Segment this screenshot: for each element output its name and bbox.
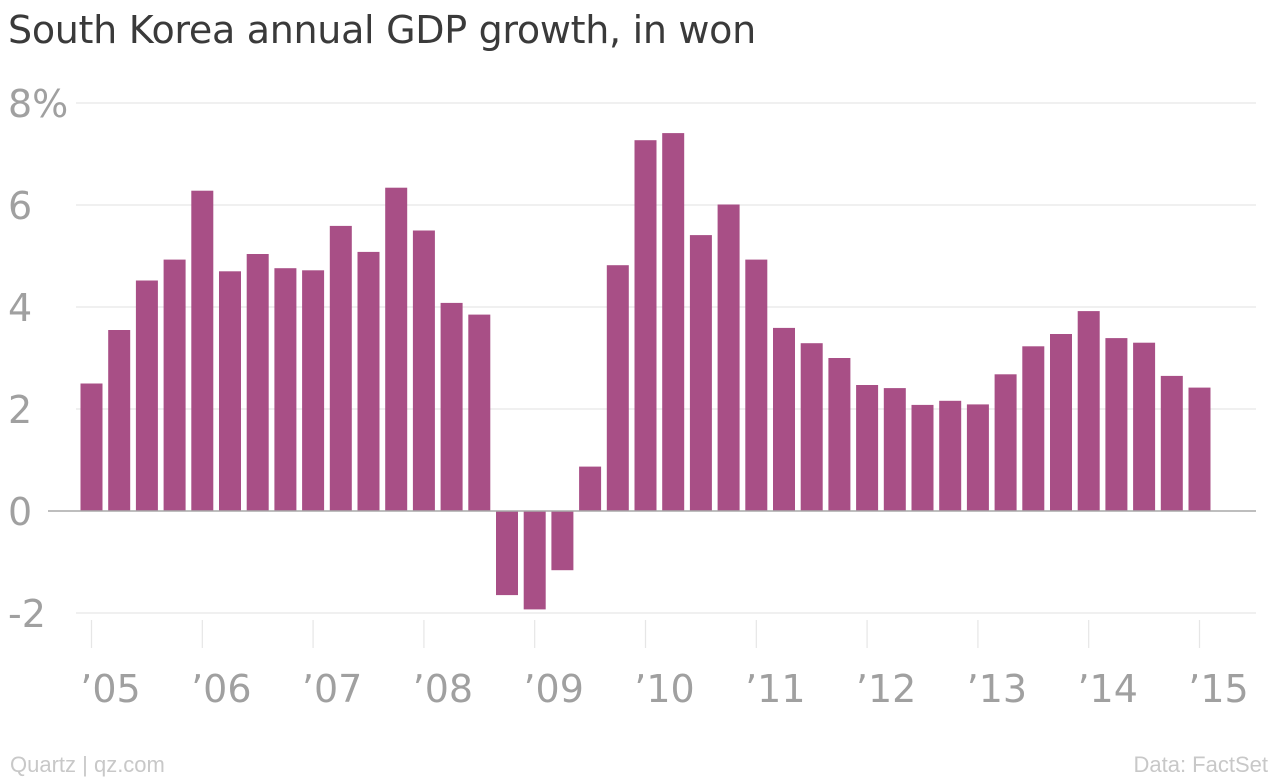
y-tick-label: -2 — [8, 592, 46, 636]
bar — [496, 511, 518, 596]
bar — [1077, 311, 1100, 511]
bar — [523, 511, 546, 610]
axes — [48, 510, 1256, 648]
bar — [662, 133, 685, 511]
bar — [468, 314, 491, 511]
y-tick-label: 2 — [8, 388, 32, 432]
bar — [606, 265, 629, 511]
bar — [1188, 387, 1211, 511]
bar — [939, 400, 962, 511]
x-tick-label: ’05 — [80, 667, 140, 711]
x-tick-label: ’06 — [191, 667, 251, 711]
bar — [1133, 342, 1156, 511]
bar — [745, 259, 768, 511]
x-tick-label: ’15 — [1188, 667, 1248, 711]
chart-title: South Korea annual GDP growth, in won — [8, 8, 756, 52]
bar — [883, 388, 906, 511]
bar — [329, 225, 352, 511]
bar — [1160, 375, 1183, 512]
bars — [80, 133, 1211, 610]
x-tick-label: ’10 — [634, 667, 694, 711]
bar — [800, 343, 823, 511]
y-tick-label: 6 — [8, 184, 32, 228]
bar — [108, 330, 131, 511]
bar — [717, 204, 740, 511]
y-tick-label: 4 — [8, 286, 32, 330]
bar — [966, 404, 989, 511]
bar — [634, 140, 657, 511]
x-tick-label: ’08 — [413, 667, 473, 711]
bar — [551, 511, 574, 571]
bar — [1050, 334, 1072, 511]
bar — [1105, 338, 1128, 511]
bar — [80, 383, 103, 511]
bar — [385, 187, 408, 511]
bar — [994, 374, 1017, 511]
footer-source-left: Quartz | qz.com — [10, 752, 165, 777]
bar — [1022, 346, 1045, 511]
bar — [689, 235, 712, 511]
x-tick-label: ’14 — [1077, 667, 1137, 711]
y-tick-label: 0 — [8, 490, 32, 534]
y-tick-label: 8% — [8, 82, 68, 126]
x-tick-label: ’13 — [967, 667, 1027, 711]
bar — [579, 466, 602, 511]
bar — [911, 404, 934, 511]
bar — [274, 268, 297, 511]
x-tick-label: ’11 — [745, 667, 805, 711]
x-tick-label: ’09 — [523, 667, 583, 711]
tick-labels: 8% 6 4 2 0 -2 ’05 ’06 ’07 ’08 ’09 ’10 ’11 ’12 ’13 ’14 ’1… — [8, 82, 1249, 711]
bar — [856, 385, 879, 511]
bar — [440, 302, 463, 511]
bar — [828, 358, 851, 511]
bar — [163, 259, 186, 511]
bar — [302, 270, 325, 511]
bar — [219, 271, 241, 511]
bar — [773, 327, 795, 511]
bar — [357, 251, 380, 511]
bar — [412, 230, 435, 511]
bar — [246, 254, 269, 511]
footer-source-right: Data: FactSet — [1133, 752, 1268, 777]
bar — [135, 280, 158, 511]
bar — [191, 190, 214, 511]
x-tick-label: ’07 — [302, 667, 362, 711]
x-tick-label: ’12 — [856, 667, 916, 711]
